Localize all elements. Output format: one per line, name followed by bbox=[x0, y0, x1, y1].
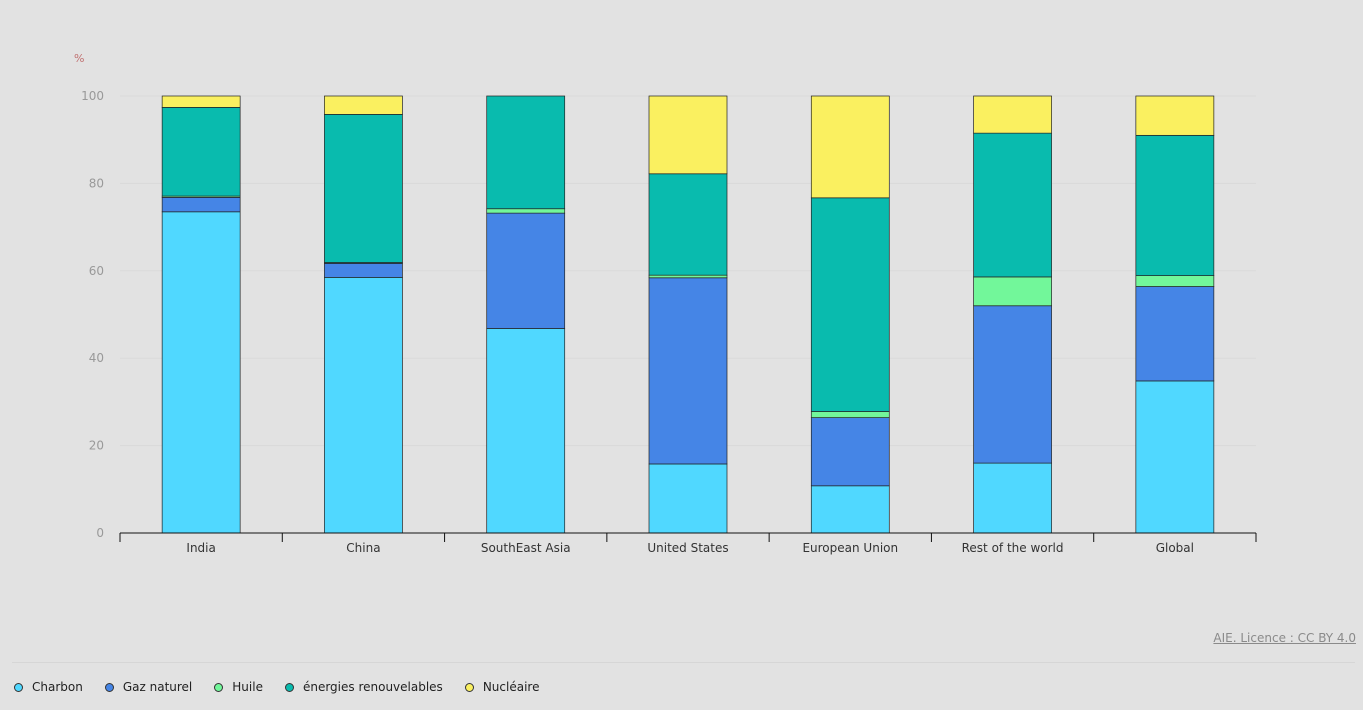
y-tick-label: 0 bbox=[96, 526, 104, 540]
source-license-link[interactable]: AIE. Licence : CC BY 4.0 bbox=[1213, 631, 1356, 645]
bar-segment-3[interactable] bbox=[324, 114, 403, 263]
bar-segment-0[interactable] bbox=[161, 211, 241, 534]
bar-stack[interactable] bbox=[486, 95, 566, 534]
bar-segment-1[interactable] bbox=[1135, 286, 1215, 382]
y-tick-label: 40 bbox=[89, 351, 104, 365]
legend-label: Gaz naturel bbox=[122, 680, 193, 694]
bar-segment-1[interactable] bbox=[161, 197, 241, 213]
stacked-bar-chart: % 0 20 40 60 80 100 India China SouthEast Asia U… bbox=[74, 52, 1257, 555]
legend-swatch-icon bbox=[284, 682, 294, 692]
bar-stack[interactable] bbox=[1135, 95, 1215, 534]
bar-segment-0[interactable] bbox=[1135, 380, 1215, 534]
bar-segment-4[interactable] bbox=[973, 95, 1052, 134]
legend-item[interactable]: énergies renouvelables bbox=[284, 680, 443, 694]
x-tick-label: India bbox=[186, 541, 215, 555]
bar-segment-2[interactable] bbox=[973, 276, 1052, 307]
bar-segment-2[interactable] bbox=[810, 411, 890, 418]
bar-segment-0[interactable] bbox=[810, 485, 890, 534]
bar-stack[interactable] bbox=[810, 95, 890, 534]
bar-segment-3[interactable] bbox=[1135, 134, 1215, 276]
x-tick-label: European Union bbox=[802, 541, 898, 555]
legend-swatch-icon bbox=[14, 682, 23, 692]
y-tick-label: 20 bbox=[89, 439, 104, 453]
x-tick-label: United States bbox=[647, 541, 728, 555]
legend-label: énergies renouvelables bbox=[302, 680, 443, 694]
legend-label: Nucléaire bbox=[482, 680, 540, 694]
bar-segment-3[interactable] bbox=[810, 197, 890, 412]
footer-divider bbox=[12, 662, 1355, 663]
legend: Charbon Gaz naturel Huile énergies renouvel… bbox=[14, 680, 539, 694]
bar-segment-2[interactable] bbox=[648, 274, 728, 279]
y-tick-label: 60 bbox=[89, 264, 104, 278]
legend-item[interactable]: Huile bbox=[214, 680, 263, 694]
bar-segment-1[interactable] bbox=[324, 263, 403, 278]
bar-segment-0[interactable] bbox=[973, 462, 1052, 534]
legend-swatch-icon bbox=[214, 682, 224, 692]
bar-segment-4[interactable] bbox=[810, 95, 890, 199]
legend-swatch-icon bbox=[464, 682, 474, 692]
legend-label: Charbon bbox=[32, 680, 83, 694]
x-tick-label: SouthEast Asia bbox=[481, 541, 571, 555]
bar-segment-2[interactable] bbox=[486, 208, 566, 214]
bar-stack[interactable] bbox=[324, 95, 403, 534]
bar-segment-3[interactable] bbox=[486, 95, 566, 210]
bar-segment-0[interactable] bbox=[648, 463, 728, 534]
bar-segment-3[interactable] bbox=[161, 107, 241, 197]
bars bbox=[161, 95, 1215, 534]
x-axis: India China SouthEast Asia United States Eur… bbox=[119, 532, 1257, 555]
x-tick-label: Global bbox=[1156, 541, 1194, 555]
legend-swatch-icon bbox=[104, 682, 114, 692]
x-tick-label: Rest of the world bbox=[962, 541, 1064, 555]
y-tick-label: 80 bbox=[89, 176, 104, 190]
bar-stack[interactable] bbox=[648, 95, 728, 534]
legend-label: Huile bbox=[232, 680, 263, 694]
x-tick-label: China bbox=[346, 541, 380, 555]
bar-segment-0[interactable] bbox=[486, 328, 566, 534]
bar-segment-1[interactable] bbox=[973, 305, 1052, 464]
bar-segment-4[interactable] bbox=[1135, 95, 1215, 136]
legend-item[interactable]: Gaz naturel bbox=[104, 680, 193, 694]
bar-stack[interactable] bbox=[973, 95, 1052, 534]
bar-segment-3[interactable] bbox=[648, 173, 728, 276]
bar-segment-4[interactable] bbox=[324, 95, 403, 115]
legend-item[interactable]: Charbon bbox=[14, 680, 83, 694]
bar-segment-4[interactable] bbox=[161, 95, 241, 108]
bar-segment-3[interactable] bbox=[973, 132, 1052, 278]
bar-segment-1[interactable] bbox=[648, 277, 728, 465]
bar-segment-1[interactable] bbox=[486, 212, 566, 329]
bar-segment-2[interactable] bbox=[1135, 275, 1215, 287]
y-axis-ticks: 0 20 40 60 80 100 bbox=[81, 89, 104, 540]
bar-segment-0[interactable] bbox=[324, 277, 403, 534]
y-axis-unit-label: % bbox=[74, 52, 84, 65]
bar-segment-4[interactable] bbox=[648, 95, 728, 175]
legend-item[interactable]: Nucléaire bbox=[464, 680, 540, 694]
bar-stack[interactable] bbox=[161, 95, 241, 534]
y-tick-label: 100 bbox=[81, 89, 104, 103]
bar-segment-1[interactable] bbox=[810, 417, 890, 487]
